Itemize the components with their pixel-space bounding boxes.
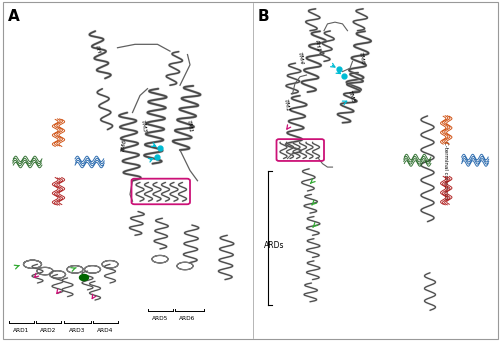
Text: TM6: TM6 <box>120 138 128 152</box>
Text: PH: PH <box>94 45 102 54</box>
Text: A: A <box>8 9 19 24</box>
Text: ARD5: ARD5 <box>152 316 168 321</box>
Text: B: B <box>258 9 269 24</box>
Text: ARD3: ARD3 <box>70 328 86 333</box>
Text: TM6: TM6 <box>358 51 364 65</box>
Text: TM1: TM1 <box>282 99 290 113</box>
Text: ARDs: ARDs <box>264 241 284 250</box>
Circle shape <box>80 275 88 281</box>
Text: C-terminal coiled-coil: C-terminal coiled-coil <box>444 142 448 199</box>
Text: PH1: PH1 <box>314 40 320 53</box>
Text: ARD6: ARD6 <box>180 316 196 321</box>
Text: TM4: TM4 <box>297 51 304 65</box>
Text: TM5: TM5 <box>347 90 356 104</box>
Text: TM1: TM1 <box>186 119 192 133</box>
Text: ARD2: ARD2 <box>40 328 56 333</box>
Text: TM3: TM3 <box>140 119 147 133</box>
Text: ARD4: ARD4 <box>97 328 113 333</box>
Text: ARD1: ARD1 <box>14 328 30 333</box>
